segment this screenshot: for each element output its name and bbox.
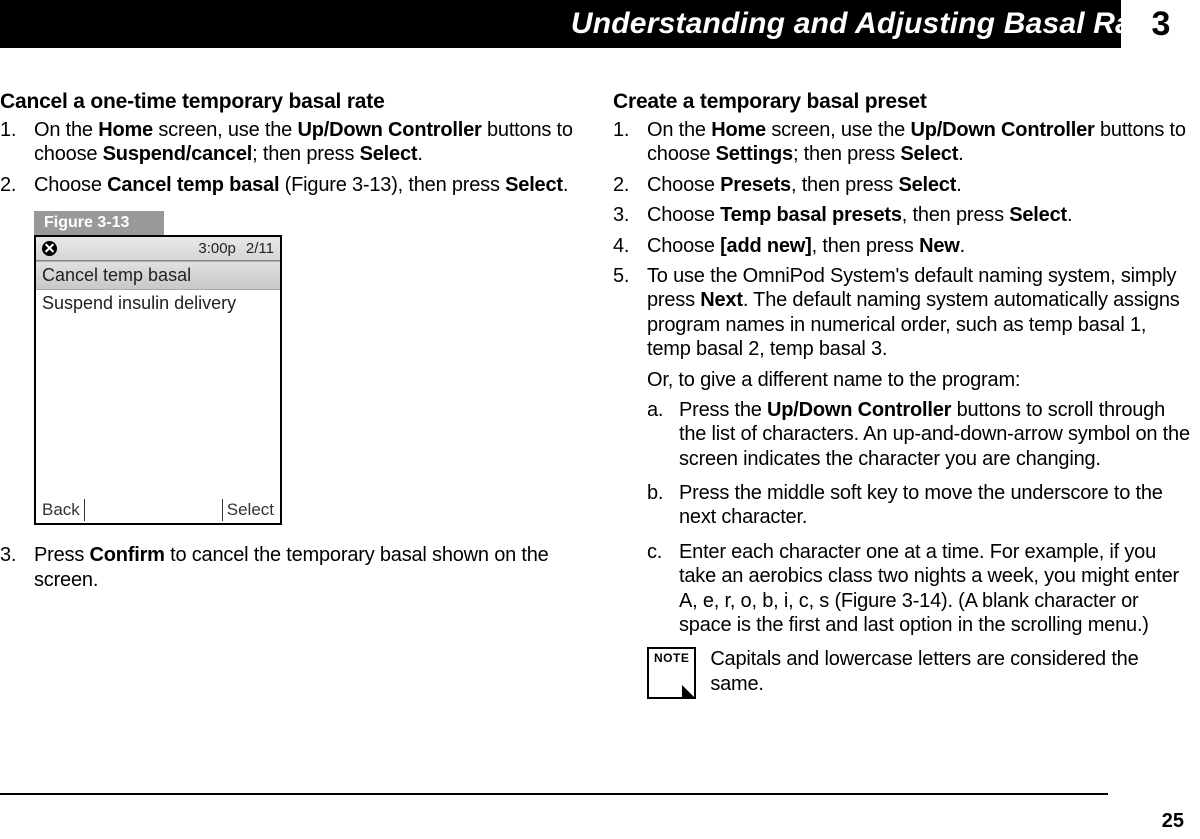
softkey-right: Select [227, 500, 274, 520]
header-bar: Understanding and Adjusting Basal Rates [0, 0, 1200, 48]
substep-c: c. Enter each character one at a time. F… [647, 540, 1190, 638]
right-step-4: 4. Choose [add new], then press New. [613, 234, 1190, 258]
text: Enter each character one at a time. For … [679, 541, 1179, 636]
substep-a: a. Press the Up/Down Controller buttons … [647, 398, 1190, 471]
step-number: 3. [613, 203, 629, 227]
note-text: Capitals and lowercase letters are consi… [710, 647, 1190, 696]
text-or: Or, to give a different name to the prog… [647, 368, 1190, 392]
device-date: 2/11 [246, 240, 274, 257]
left-steps: 1. On the Home screen, use the Up/Down C… [0, 118, 577, 197]
softkey-left: Back [42, 500, 80, 520]
substep-b: b. Press the middle soft key to move the… [647, 481, 1190, 530]
left-step-1: 1. On the Home screen, use the Up/Down C… [0, 118, 577, 167]
page-number: 25 [1162, 810, 1184, 833]
left-heading: Cancel a one-time temporary basal rate [0, 90, 577, 114]
right-step-3: 3. Choose Temp basal presets, then press… [613, 203, 1190, 227]
substep-mark: b. [647, 481, 663, 505]
device-row: Suspend insulin delivery [36, 290, 280, 317]
substeps: a. Press the Up/Down Controller buttons … [647, 398, 1190, 638]
softkey-separator [84, 499, 85, 521]
step-number: 3. [0, 543, 16, 567]
footer-rule [0, 793, 1108, 795]
text: Choose Presets, then press Select. [647, 174, 962, 196]
step-number: 2. [613, 173, 629, 197]
device-time: 3:00p [198, 240, 236, 257]
right-steps: 1. On the Home screen, use the Up/Down C… [613, 118, 1190, 637]
note-block: NOTE Capitals and lowercase letters are … [613, 647, 1190, 699]
device-status-bar: 3:00p 2/11 [36, 237, 280, 261]
step-number: 1. [0, 118, 16, 142]
left-step-2: 2. Choose Cancel temp basal (Figure 3-13… [0, 173, 577, 197]
note-icon: NOTE [647, 647, 696, 699]
device-row-selected: Cancel temp basal [36, 261, 280, 290]
left-step-3: 3. Press Confirm to cancel the temporary… [0, 543, 577, 592]
right-column: Create a temporary basal preset 1. On th… [605, 90, 1190, 799]
figure-label: Figure 3-13 [34, 211, 164, 235]
text: Press the Up/Down Controller buttons to … [679, 399, 1190, 470]
step-number: 2. [0, 173, 16, 197]
step-number: 4. [613, 234, 629, 258]
figure-3-13: Figure 3-13 3:00p 2/11 Cancel temp basal… [34, 211, 282, 525]
substep-mark: a. [647, 398, 663, 422]
header-title: Understanding and Adjusting Basal Rates [571, 7, 1176, 41]
right-step-5: 5. To use the OmniPod System's default n… [613, 264, 1190, 637]
no-circle-icon [42, 241, 57, 256]
device-softkeys: Back Select [36, 497, 280, 523]
device-body [36, 317, 280, 497]
right-step-1: 1. On the Home screen, use the Up/Down C… [613, 118, 1190, 167]
chapter-number: 3 [1121, 0, 1200, 48]
text: Choose Temp basal presets, then press Se… [647, 204, 1072, 226]
softkey-separator [222, 499, 223, 521]
step-number: 1. [613, 118, 629, 142]
text: Choose Cancel temp basal (Figure 3-13), … [34, 174, 568, 196]
text: Press the middle soft key to move the un… [679, 482, 1163, 528]
note-label: NOTE [654, 651, 689, 665]
text: Choose [add new], then press New. [647, 235, 965, 257]
right-step-2: 2. Choose Presets, then press Select. [613, 173, 1190, 197]
left-steps-cont: 3. Press Confirm to cancel the temporary… [0, 543, 577, 592]
device-screen: 3:00p 2/11 Cancel temp basal Suspend ins… [34, 235, 282, 525]
body-columns: Cancel a one-time temporary basal rate 1… [0, 90, 1200, 799]
page: Understanding and Adjusting Basal Rates … [0, 0, 1200, 839]
left-column: Cancel a one-time temporary basal rate 1… [0, 90, 585, 799]
text: On the Home screen, use the Up/Down Cont… [34, 119, 573, 165]
text: To use the OmniPod System's default nami… [647, 264, 1190, 362]
right-heading: Create a temporary basal preset [613, 90, 1190, 114]
text: On the Home screen, use the Up/Down Cont… [647, 119, 1186, 165]
step-number: 5. [613, 264, 629, 288]
text: Press Confirm to cancel the temporary ba… [34, 544, 549, 590]
substep-mark: c. [647, 540, 662, 564]
